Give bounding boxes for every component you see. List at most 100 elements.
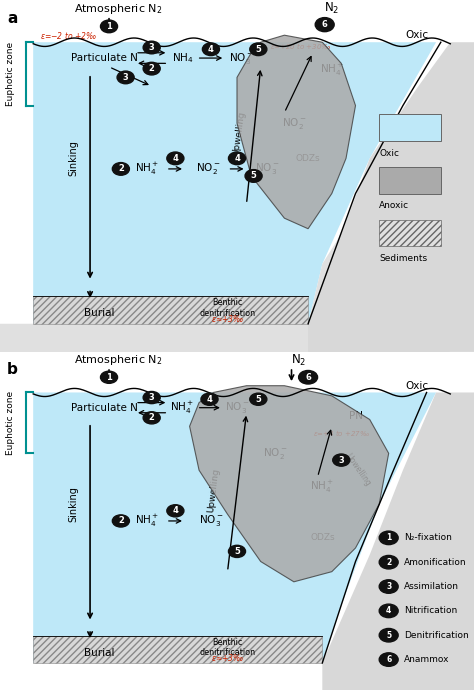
Text: N$_2$: N$_2$ (291, 353, 306, 368)
Circle shape (100, 371, 118, 384)
Text: 4: 4 (173, 154, 178, 163)
Text: NO$_2^-$: NO$_2^-$ (282, 116, 306, 130)
Circle shape (379, 555, 398, 569)
Polygon shape (33, 393, 436, 663)
Circle shape (299, 371, 318, 384)
Circle shape (112, 515, 129, 527)
Text: 4: 4 (234, 154, 240, 163)
Text: Benthic
denitrification: Benthic denitrification (200, 298, 255, 317)
Circle shape (379, 580, 398, 593)
Text: Oxic: Oxic (406, 381, 428, 391)
Polygon shape (190, 386, 389, 582)
Text: 4: 4 (173, 506, 178, 515)
Text: 3: 3 (338, 455, 344, 464)
Circle shape (379, 531, 398, 544)
Text: Sediments: Sediments (379, 254, 428, 263)
Text: 5: 5 (255, 395, 261, 404)
Circle shape (379, 653, 398, 667)
Circle shape (379, 604, 398, 618)
Polygon shape (322, 393, 474, 690)
Circle shape (379, 629, 398, 642)
Text: 2: 2 (149, 413, 155, 422)
Text: ODZs: ODZs (310, 533, 335, 542)
Text: Amonification: Amonification (404, 558, 466, 566)
Polygon shape (0, 211, 474, 370)
Polygon shape (33, 636, 322, 663)
Text: N$_2$: N$_2$ (324, 1, 339, 17)
Circle shape (167, 152, 184, 165)
Text: Assimilation: Assimilation (404, 582, 459, 591)
Text: $\epsilon$=−2 to +2‰: $\epsilon$=−2 to +2‰ (40, 30, 97, 41)
Text: Oxic: Oxic (406, 30, 428, 40)
Text: $\epsilon$≈+3‰: $\epsilon$≈+3‰ (211, 313, 244, 324)
Text: 2: 2 (149, 64, 155, 73)
Circle shape (250, 43, 267, 56)
Polygon shape (33, 42, 436, 324)
Text: Upwelling: Upwelling (343, 452, 373, 489)
Text: NH$_4^+$: NH$_4^+$ (171, 400, 194, 416)
Circle shape (315, 18, 334, 32)
Text: Anoxic: Anoxic (379, 201, 410, 210)
Circle shape (202, 43, 219, 56)
Text: Benthic
denitrification: Benthic denitrification (200, 638, 255, 658)
Circle shape (143, 391, 160, 404)
Text: Upwelling: Upwelling (232, 111, 247, 157)
Text: 4: 4 (208, 45, 214, 54)
Text: $\epsilon$=+4 to +27‰: $\epsilon$=+4 to +27‰ (313, 428, 370, 438)
Text: 2: 2 (118, 164, 124, 173)
Text: Particulate N: Particulate N (71, 53, 138, 63)
Text: 1: 1 (106, 22, 112, 31)
Text: Euphotic zone: Euphotic zone (6, 42, 15, 106)
Text: 5: 5 (251, 171, 256, 181)
Text: NO$_2^-$: NO$_2^-$ (196, 161, 221, 177)
Text: Upwelling: Upwelling (206, 468, 220, 513)
Text: NO$_3^-$: NO$_3^-$ (229, 50, 254, 66)
Circle shape (245, 170, 262, 182)
Text: Particulate N: Particulate N (71, 403, 138, 413)
Text: NO$_3^-$: NO$_3^-$ (199, 513, 223, 529)
Text: Atmospheric N$_2$: Atmospheric N$_2$ (74, 353, 163, 367)
Text: b: b (7, 362, 18, 377)
Text: 3: 3 (149, 43, 155, 52)
Text: 3: 3 (123, 73, 128, 82)
Circle shape (250, 393, 267, 405)
Text: $\epsilon$≈+3‰: $\epsilon$≈+3‰ (211, 652, 244, 663)
Circle shape (228, 152, 246, 165)
Text: NO$_3^-$: NO$_3^-$ (255, 161, 280, 177)
Text: NH$_4^+$: NH$_4^+$ (320, 62, 344, 79)
Circle shape (333, 454, 350, 466)
Text: Nitrification: Nitrification (404, 607, 457, 615)
Circle shape (143, 62, 160, 75)
Text: 4: 4 (207, 395, 212, 404)
Polygon shape (308, 42, 474, 352)
Text: 3: 3 (149, 393, 155, 402)
Text: Burial: Burial (84, 308, 115, 318)
Text: 6: 6 (322, 20, 328, 29)
Text: 5: 5 (255, 45, 261, 54)
Text: NH$_4^+$: NH$_4^+$ (135, 513, 159, 529)
Circle shape (112, 163, 129, 175)
Polygon shape (237, 35, 356, 229)
Circle shape (117, 71, 134, 83)
Circle shape (228, 545, 246, 558)
Text: NH$_4^+$: NH$_4^+$ (310, 479, 334, 495)
Text: 3: 3 (386, 582, 392, 591)
Text: Oxic: Oxic (379, 148, 399, 157)
Text: Anammox: Anammox (404, 655, 449, 664)
Bar (379, 220, 441, 246)
Text: ODZs: ODZs (296, 154, 320, 163)
Text: 6: 6 (305, 373, 311, 382)
Text: 2: 2 (386, 558, 392, 566)
Text: 5: 5 (234, 547, 240, 556)
Text: NO$_2^-$: NO$_2^-$ (263, 446, 287, 461)
Text: Euphotic zone: Euphotic zone (6, 391, 15, 455)
Polygon shape (33, 295, 308, 324)
Text: NH$_4$: NH$_4$ (172, 51, 193, 65)
Text: PN: PN (348, 411, 363, 421)
Text: a: a (7, 10, 18, 26)
Circle shape (143, 41, 160, 54)
Circle shape (201, 393, 218, 405)
Text: 6: 6 (386, 655, 392, 664)
Circle shape (143, 412, 160, 424)
Text: $\epsilon$=+20 to +30‰: $\epsilon$=+20 to +30‰ (270, 41, 332, 51)
